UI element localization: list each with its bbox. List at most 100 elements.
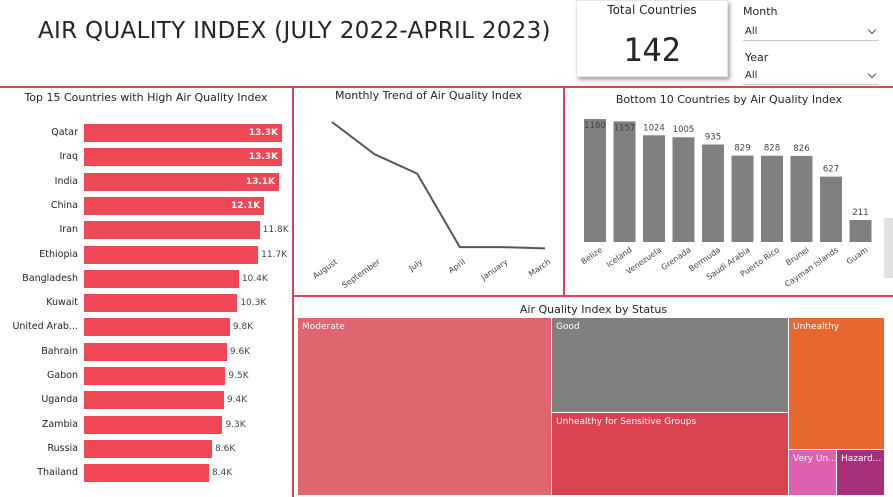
- trend-x-tick-label: September: [340, 257, 382, 290]
- top15-country-label: Uganda: [41, 394, 78, 406]
- total-countries-card: Total Countries 142: [576, 0, 728, 77]
- scrollbar[interactable]: [884, 218, 893, 278]
- trend-x-tick-label: July: [407, 257, 425, 273]
- top15-country-label: Zambia: [41, 418, 78, 430]
- top15-value-label: 8.6K: [215, 443, 236, 454]
- bottom10-value-label: 627: [823, 165, 839, 175]
- top15-value-label: 12.1K: [230, 200, 261, 211]
- page-title: AIR QUALITY INDEX (JULY 2022-APRIL 2023): [38, 18, 551, 44]
- bottom10-value-label: 1180: [584, 121, 606, 131]
- top15-value-label: 11.7K: [261, 249, 288, 260]
- top15-bar[interactable]: [84, 196, 265, 215]
- trend-chart-title: Monthly Trend of Air Quality Index: [335, 89, 522, 102]
- bottom10-value-label: 826: [793, 144, 809, 154]
- status-treemap-title: Air Quality Index by Status: [519, 303, 668, 316]
- year-slicer-dropdown[interactable]: All: [743, 68, 879, 85]
- bottom10-x-tick-label: Belize: [579, 245, 604, 266]
- top15-country-label: Russia: [47, 442, 78, 454]
- bottom10-x-tick-label: Guam: [845, 245, 870, 266]
- total-countries-value: 142: [623, 31, 681, 69]
- top15-bar[interactable]: [84, 294, 238, 313]
- divider-middle: [563, 86, 565, 296]
- total-countries-label: Total Countries: [607, 3, 697, 17]
- treemap-tile-unhealthy[interactable]: Unhealthy: [789, 318, 885, 450]
- top15-value-label: 9.5K: [228, 371, 249, 381]
- top15-bar[interactable]: [84, 367, 226, 385]
- bottom10-bar[interactable]: [643, 135, 665, 242]
- bottom10-value-label: 935: [705, 133, 721, 143]
- top15-country-label: Iran: [59, 224, 78, 236]
- bottom10-bar[interactable]: [702, 144, 724, 242]
- bottom10-bar[interactable]: [672, 137, 695, 242]
- top15-value-label: 10.3K: [240, 298, 267, 309]
- treemap-tile-unhealthy-for-sensitive-groups[interactable]: Unhealthy for Sensitive Groups: [552, 413, 789, 496]
- top15-chart-title: Top 15 Countries with High Air Quality I…: [24, 91, 268, 104]
- bottom10-value-label: 211: [852, 208, 868, 218]
- top15-bar[interactable]: [84, 415, 223, 434]
- top15-value-label: 13.3K: [248, 152, 278, 163]
- top15-bar[interactable]: [84, 391, 224, 410]
- bottom10-value-label: 828: [764, 144, 780, 154]
- status-treemap: Moderate Good Unhealthy for Sensitive Grou…: [298, 318, 885, 496]
- bottom10-bar[interactable]: [584, 119, 606, 242]
- top15-value-label: 13.1K: [245, 176, 276, 187]
- month-slicer-dropdown[interactable]: All: [743, 24, 879, 41]
- top15-bar[interactable]: [84, 269, 239, 288]
- top15-country-label: Ethiopia: [39, 248, 78, 260]
- divider-bottom-right: [292, 295, 893, 297]
- bottom10-bar[interactable]: [761, 155, 783, 242]
- top15-value-label: 10.4K: [241, 273, 268, 284]
- bottom10-bar[interactable]: [790, 155, 813, 242]
- chevron-down-icon: [867, 69, 877, 79]
- trend-x-tick-label: August: [311, 257, 339, 280]
- treemap-tile-moderate[interactable]: Moderate: [298, 318, 552, 496]
- bottom10-bar[interactable]: [849, 220, 872, 242]
- treemap-tile-hazard[interactable]: Hazard...: [837, 450, 885, 496]
- top15-bar[interactable]: [84, 148, 282, 167]
- top15-bar[interactable]: [84, 318, 230, 337]
- top15-value-label: 9.3K: [225, 419, 246, 430]
- top15-country-label: China: [50, 199, 78, 211]
- bottom10-value-label: 829: [734, 144, 750, 154]
- top15-value-label: 8.4K: [212, 468, 233, 479]
- month-slicer-label: Month: [743, 5, 778, 18]
- chevron-down-icon: [867, 25, 877, 35]
- top15-value-label: 11.8K: [262, 225, 289, 236]
- treemap-tile-very-un[interactable]: Very Un...: [789, 450, 837, 496]
- trend-line[interactable]: [331, 121, 546, 250]
- divider-left: [292, 86, 294, 497]
- top15-bar[interactable]: [84, 221, 260, 240]
- top15-country-label: Gabon: [46, 370, 78, 381]
- top15-country-label: Qatar: [51, 127, 78, 138]
- trend-x-tick-label: January: [479, 257, 510, 282]
- bottom10-bar[interactable]: [731, 155, 754, 242]
- top15-bar-chart: Qatar 13.3K Iraq 13.3K India 13.1K China 12.1K I…: [0, 0, 292, 497]
- bottom10-bar[interactable]: [613, 121, 636, 242]
- year-slicer-value: All: [745, 70, 758, 81]
- top15-bar[interactable]: [84, 342, 227, 361]
- bottom10-bar[interactable]: [820, 176, 842, 242]
- bottom10-value-label: 1024: [643, 123, 665, 133]
- treemap-tile-good[interactable]: Good: [552, 318, 789, 413]
- top15-bar[interactable]: [84, 124, 282, 142]
- year-slicer-label: Year: [745, 51, 769, 64]
- top15-bar[interactable]: [84, 172, 280, 191]
- top15-value-label: 13.3K: [248, 128, 278, 138]
- divider-top: [0, 86, 893, 88]
- top15-bar[interactable]: [84, 245, 259, 264]
- top15-bar[interactable]: [84, 464, 210, 483]
- trend-x-tick-label: March: [527, 257, 552, 278]
- month-slicer-value: All: [745, 26, 758, 37]
- top15-value-label: 9.4K: [226, 395, 248, 406]
- trend-line-chart: August September July April January March: [311, 121, 552, 290]
- top15-country-label: Iraq: [59, 151, 78, 163]
- top15-country-label: United Arab...: [12, 321, 78, 333]
- top15-country-label: Bangladesh: [22, 272, 78, 284]
- top15-value-label: 9.8K: [232, 322, 254, 333]
- top15-bar[interactable]: [84, 439, 213, 458]
- top15-country-label: Bahrain: [41, 345, 78, 357]
- bottom10-chart-title: Bottom 10 Countries by Air Quality Index: [615, 93, 843, 106]
- bottom10-bar-chart: 1180Belize1157Iceland1024Venezuela1005Gr…: [579, 119, 872, 289]
- bottom10-value-label: 1005: [673, 125, 695, 135]
- top15-value-label: 9.6K: [229, 346, 251, 357]
